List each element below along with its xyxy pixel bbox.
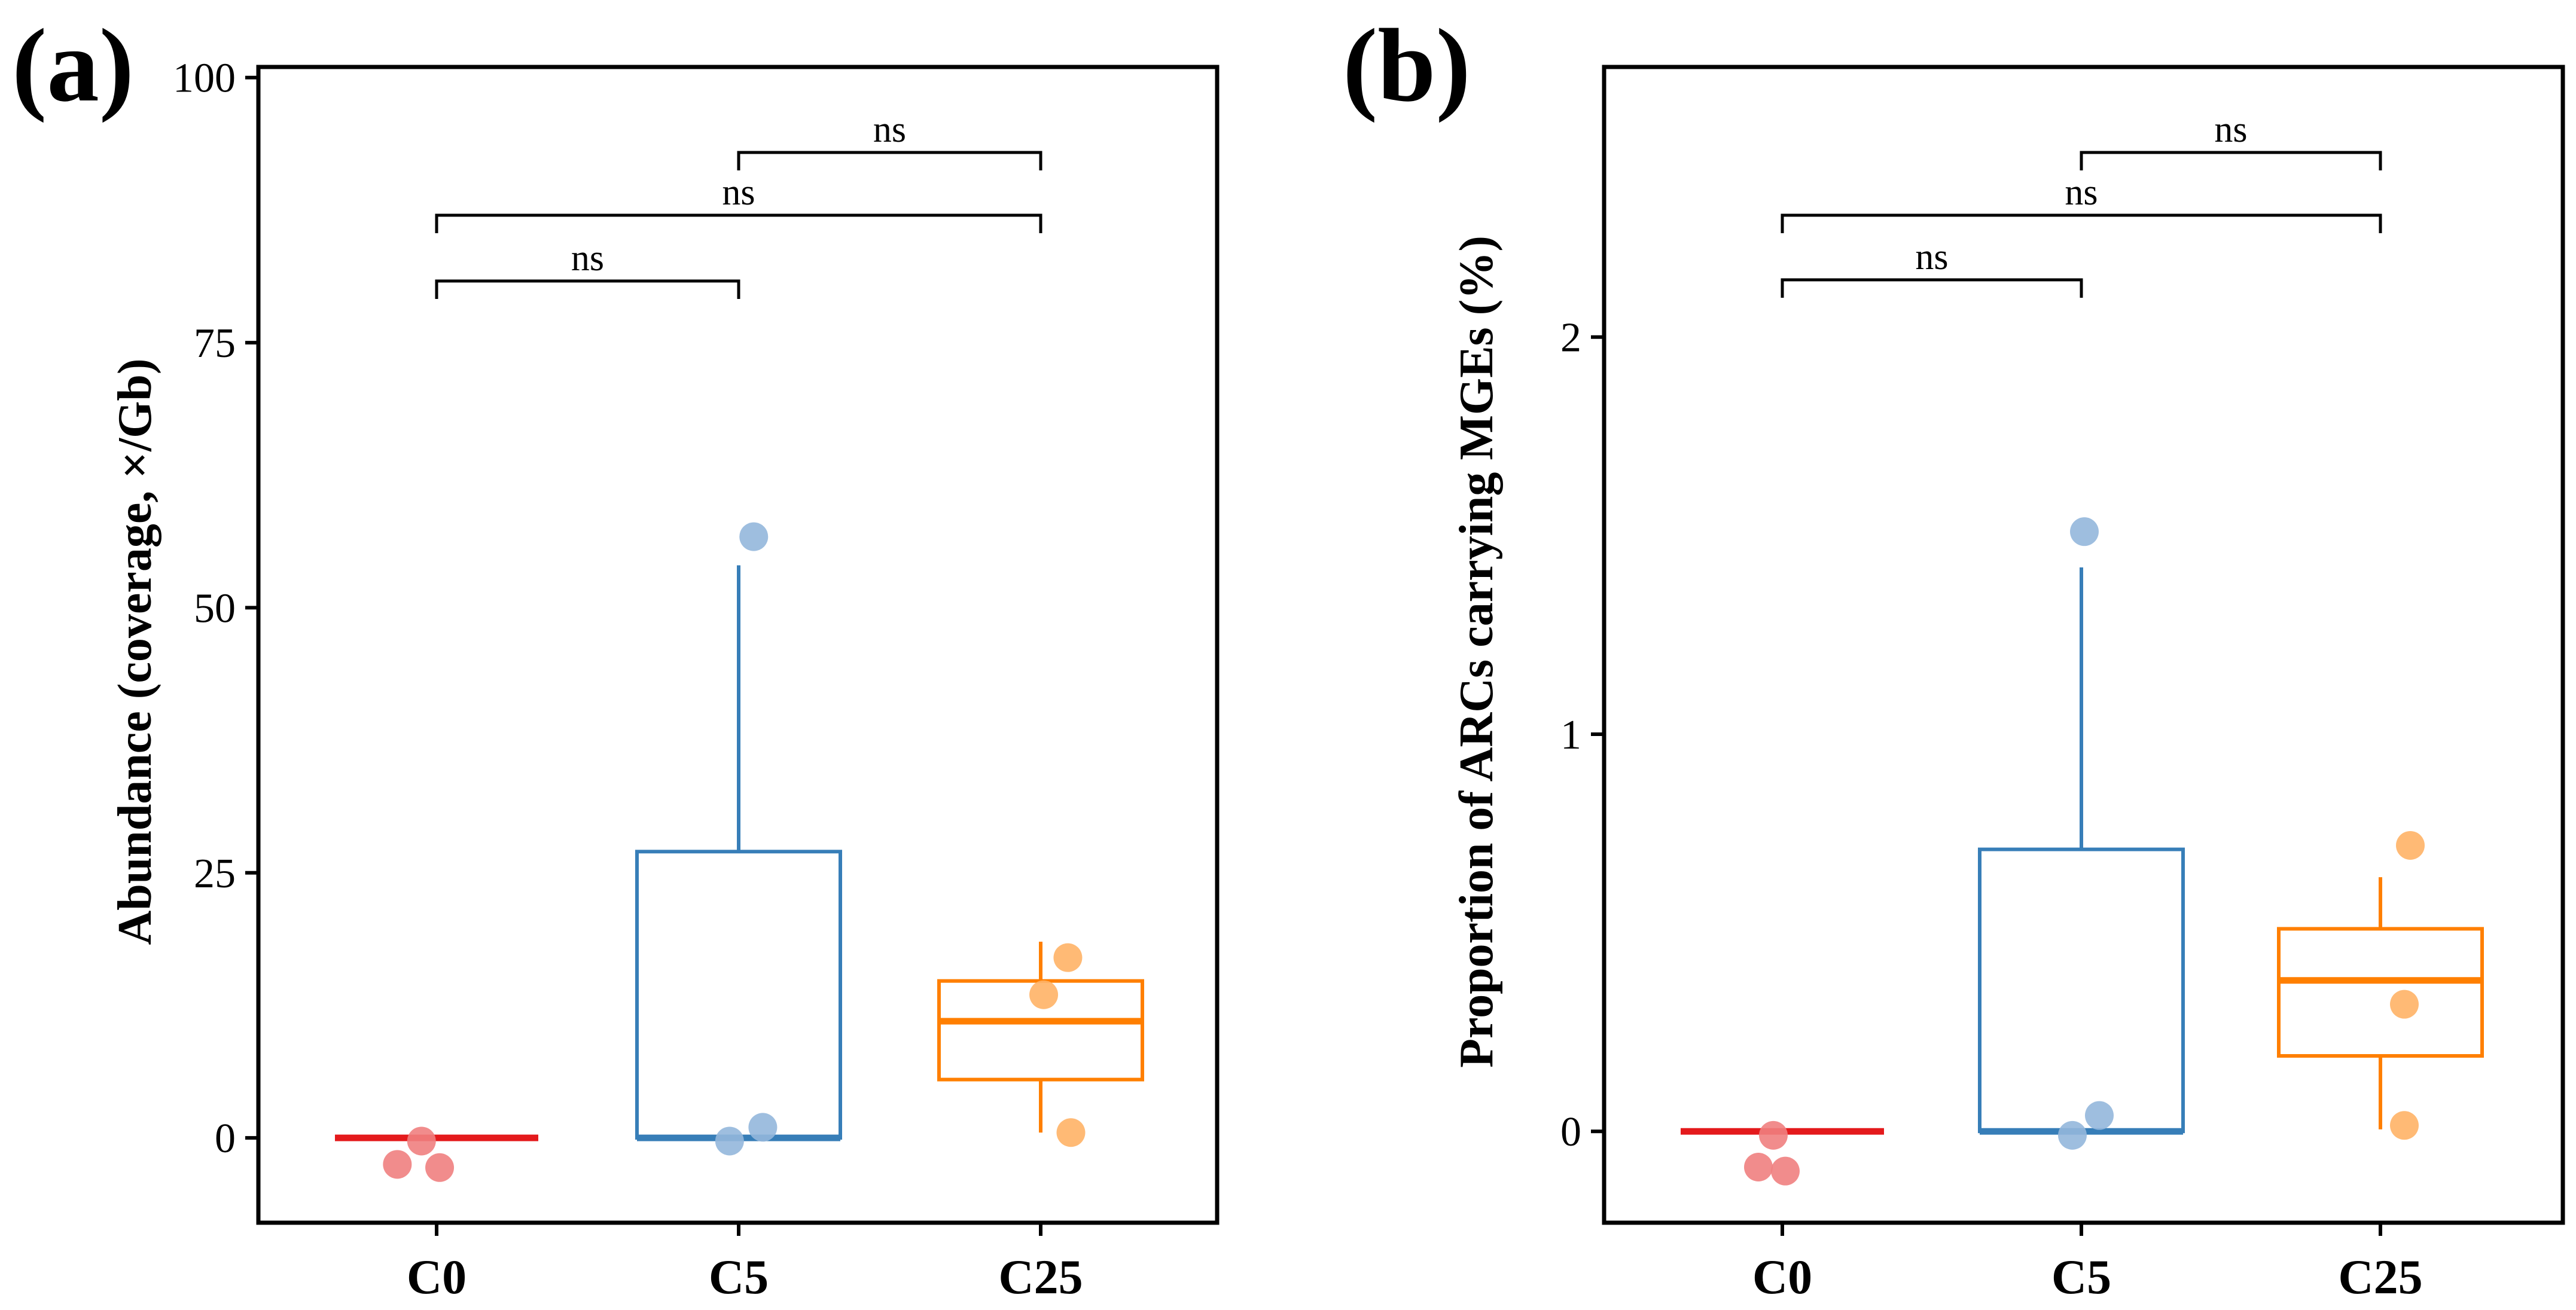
significance-bracket [435,213,1042,233]
y-tick-label: 100 [173,56,236,102]
x-tick-label: C25 [2338,1250,2422,1304]
x-tick-label: C0 [407,1250,467,1304]
data-point [383,1150,412,1179]
y-axis-title: Proportion of ARCs carrying MGEs (%) [1450,236,1503,1068]
y-tick-label: 0 [215,1116,236,1162]
data-point [2390,1111,2419,1140]
x-tick-label: C5 [2051,1250,2111,1304]
y-tick-label: 0 [1560,1109,1581,1155]
data-point [425,1153,455,1182]
x-tick-label: C5 [709,1250,769,1304]
significance-bracket [2080,151,2382,170]
significance-label: ns [2065,172,2098,213]
data-point [748,1113,778,1142]
y-tick-label: 25 [194,851,236,897]
significance-label: ns [722,172,755,213]
data-point [2070,517,2099,546]
significance-bracket [737,151,1042,170]
panel-label: (a) [12,7,134,123]
data-point [715,1126,744,1156]
data-point [1744,1153,1773,1182]
data-point [2058,1120,2087,1150]
significance-label: ns [873,109,906,150]
data-point [407,1126,436,1156]
data-point [1056,1118,1086,1147]
chart-panel-b: 0 1 2 C0 C5 C25 ns ns ns [1560,65,2565,1304]
chart-panel-a: 0 25 50 75 100 C0 C5 C25 ns ns ns [173,56,1220,1304]
y-tick-label: 2 [1560,315,1581,361]
significance-label: ns [2214,109,2247,150]
significance-bracket [1781,278,2083,298]
data-point [2390,990,2419,1019]
data-point [739,522,769,551]
plot-frame [1602,65,2565,1225]
y-tick-label: 1 [1560,712,1581,758]
significance-bracket [435,279,740,299]
panel-label: (b) [1343,7,1471,123]
significance-label: ns [1915,237,1948,277]
y-tick-label: 50 [194,585,236,631]
data-point [2396,830,2425,860]
y-tick-label: 75 [194,320,236,367]
box [2277,927,2484,1058]
data-point [1771,1156,1800,1186]
x-tick-label: C0 [1752,1250,1812,1304]
y-axis-title: Abundance (coverage, ×/Gb) [109,358,161,945]
significance-label: ns [571,238,604,279]
x-tick-label: C25 [998,1250,1083,1304]
significance-bracket [1781,213,2382,233]
data-point [1029,980,1059,1009]
data-point [2085,1101,2114,1130]
data-point [1053,943,1083,972]
data-point [1759,1120,1788,1150]
